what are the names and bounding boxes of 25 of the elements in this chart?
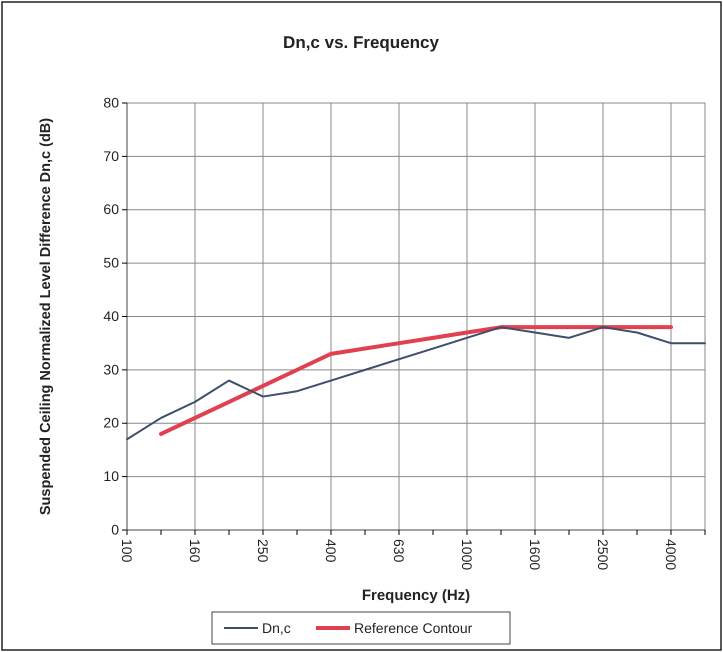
y-tick-label: 50 xyxy=(103,254,120,271)
x-axis-title: Frequency (Hz) xyxy=(362,587,470,604)
legend-label: Reference Contour xyxy=(354,620,473,636)
x-tick-label: 1600 xyxy=(527,539,544,570)
chart-title: Dn,c vs. Frequency xyxy=(283,33,440,52)
y-tick-label: 40 xyxy=(103,308,120,324)
x-tick-label: 2500 xyxy=(595,539,612,570)
line-series xyxy=(126,326,706,440)
y-tick-label: 30 xyxy=(103,361,120,378)
x-tick-label: 100 xyxy=(119,539,136,563)
x-tick-label: 250 xyxy=(255,539,272,563)
line-series xyxy=(159,325,673,436)
x-tick-label: 630 xyxy=(391,539,408,563)
y-tick-label: 0 xyxy=(111,521,120,538)
y-tick-label: 20 xyxy=(103,414,120,431)
y-tick-label: 80 xyxy=(103,94,120,110)
x-tick-label: 400 xyxy=(323,539,340,563)
y-tick-label: 60 xyxy=(103,201,120,218)
x-tick-label: 4000 xyxy=(663,539,680,570)
legend-label: Dn,c xyxy=(262,620,291,636)
x-tick-label: 160 xyxy=(187,539,204,563)
y-tick-label: 70 xyxy=(103,148,120,164)
x-tick-label: 1000 xyxy=(459,539,476,570)
y-tick-label: 10 xyxy=(103,468,120,484)
y-axis-title: Suspended Ceiling Normalized Level Difference Dn,c (dB) xyxy=(38,118,54,516)
